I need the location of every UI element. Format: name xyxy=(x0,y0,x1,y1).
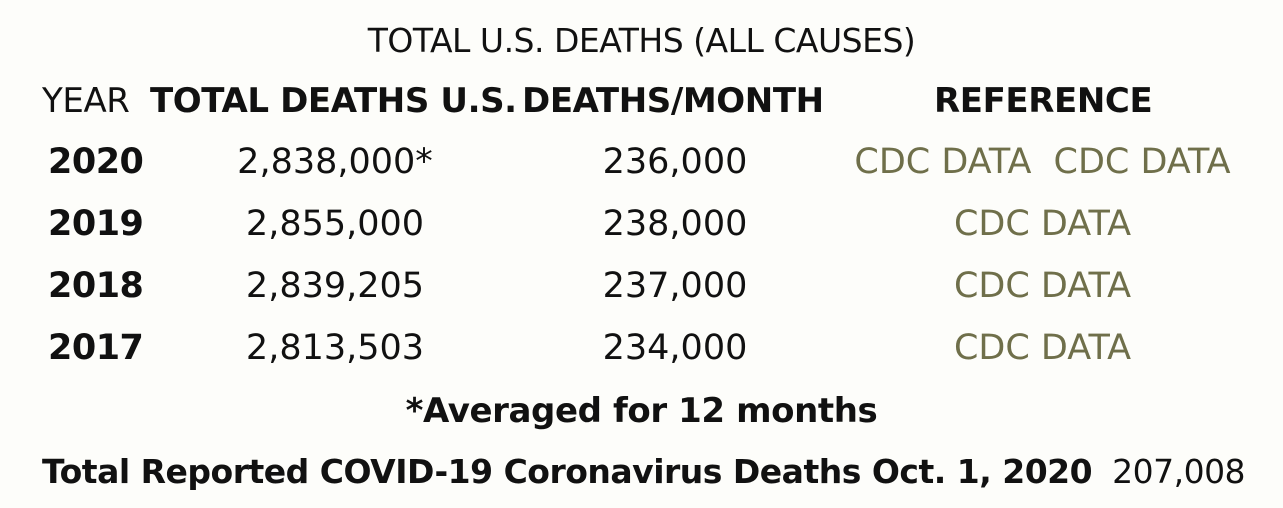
deaths-per-month-cell: 234,000 xyxy=(602,328,748,368)
column-header-year: YEAR xyxy=(42,81,130,121)
deaths-per-month-cell: 236,000 xyxy=(602,142,748,182)
table-row: 2019 2,855,000 238,000 CDC DATA xyxy=(0,207,1283,269)
reference-cell: CDC DATA xyxy=(845,207,1240,242)
column-header-total-deaths: TOTAL DEATHS U.S. xyxy=(150,81,517,121)
column-header-deaths-per-month: DEATHS/MONTH xyxy=(522,81,824,121)
cdc-data-link[interactable]: CDC DATA xyxy=(953,328,1132,368)
table-row: 2017 2,813,503 234,000 CDC DATA xyxy=(0,331,1283,393)
footnote: *Averaged for 12 months xyxy=(405,391,878,431)
year-cell: 2018 xyxy=(48,266,144,306)
table-title: TOTAL U.S. DEATHS (ALL CAUSES) xyxy=(367,21,916,60)
table-row: 2020 2,838,000* 236,000 CDC DATA CDC DATA xyxy=(0,145,1283,207)
cdc-data-link[interactable]: CDC DATA xyxy=(953,266,1132,306)
reference-cell: CDC DATA CDC DATA xyxy=(845,145,1240,180)
covid-deaths-label: Total Reported COVID-19 Coronavirus Deat… xyxy=(42,452,1093,491)
total-deaths-cell: 2,839,205 xyxy=(245,266,425,306)
year-cell: 2017 xyxy=(48,328,144,368)
year-cell: 2020 xyxy=(48,142,144,182)
covid-deaths-value: 207,008 xyxy=(1112,452,1246,491)
total-deaths-cell: 2,813,503 xyxy=(245,328,425,368)
deaths-per-month-cell: 238,000 xyxy=(602,204,748,244)
total-deaths-cell: 2,838,000* xyxy=(237,142,433,182)
column-header-reference: REFERENCE xyxy=(934,81,1153,121)
table-row: 2018 2,839,205 237,000 CDC DATA xyxy=(0,269,1283,331)
cdc-data-link[interactable]: CDC DATA xyxy=(953,204,1132,244)
covid-deaths-summary: Total Reported COVID-19 Coronavirus Deat… xyxy=(42,452,1246,491)
reference-cell: CDC DATA xyxy=(845,269,1240,304)
cdc-data-link[interactable]: CDC DATA xyxy=(1053,142,1231,182)
year-cell: 2019 xyxy=(48,204,144,244)
cdc-data-link[interactable]: CDC DATA xyxy=(854,142,1032,182)
total-deaths-cell: 2,855,000 xyxy=(245,204,425,244)
deaths-per-month-cell: 237,000 xyxy=(602,266,748,306)
reference-cell: CDC DATA xyxy=(845,331,1240,366)
